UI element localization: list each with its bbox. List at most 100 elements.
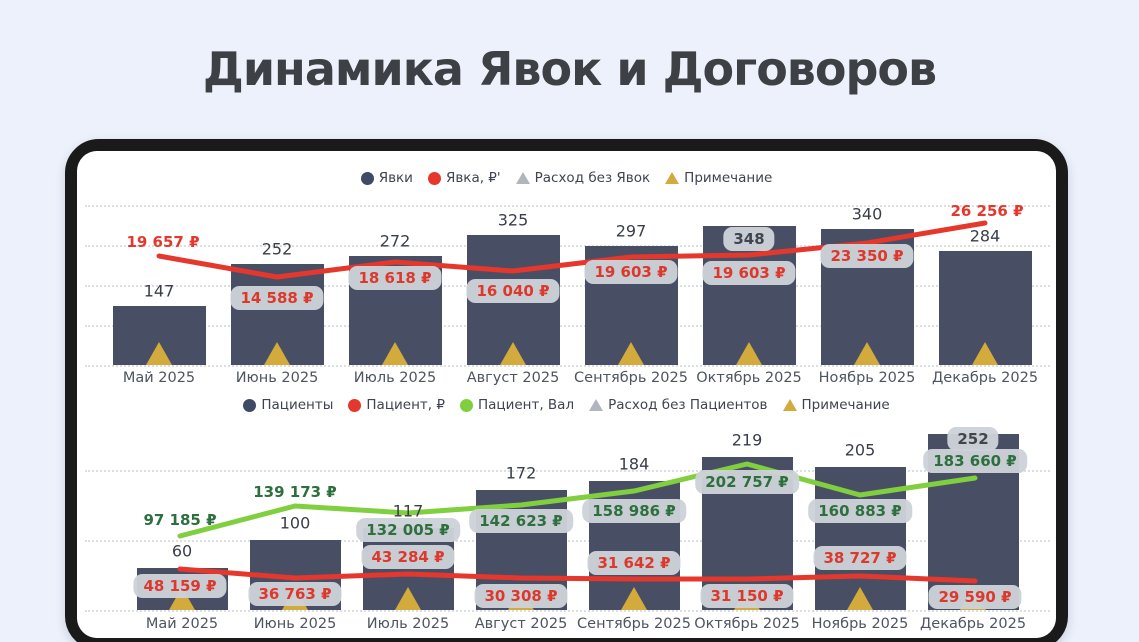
bar-value-label: 100 [279,513,311,533]
axis-label: Август 2025 [474,616,568,632]
note-triangle-icon [264,342,290,365]
legend-item-label: Явки [378,170,413,186]
legend-marker-triangle-icon [782,399,797,411]
note-triangle-icon [847,587,873,610]
axis-label: Июль 2025 [366,616,450,632]
gridline [85,205,1050,207]
chart-appearances: Явки Явка, ₽' Расход без Явок Примечание Май… [77,151,1056,638]
line-value-label: 48 159 ₽ [133,574,227,598]
bar-value-label: 325 [497,210,529,230]
legend-item: Расход без Явок [515,170,651,186]
line-value-label: 38 727 ₽ [813,546,907,570]
page-title: Динамика Явок и Договоров [202,42,937,96]
axis-label: Сентябрь 2025 [574,370,688,386]
line-value-label: 142 623 ₽ [469,509,573,533]
bar-value-label: 252 [261,239,293,259]
gridline [85,325,1050,327]
axis-label: Ноябрь 2025 [818,370,916,386]
line-value-label: 19 603 ₽ [702,261,796,285]
axis-label: Июль 2025 [353,370,437,386]
line-value-label: 19 657 ₽ [126,233,200,251]
axis-label: Октябрь 2025 [694,616,800,632]
bar-value-label: 219 [731,430,763,450]
legend-item: Пациент, ₽ [348,397,445,413]
note-triangle-icon [382,342,408,365]
gridline [85,610,1050,612]
line-value-label: 132 005 ₽ [356,518,460,542]
legend-item: Пациенты [243,397,333,413]
line-value-label: 43 284 ₽ [361,545,455,569]
line-value-label: 160 883 ₽ [808,499,912,523]
line-value-label: 139 173 ₽ [253,483,337,501]
line-value-label: 16 040 ₽ [466,279,560,303]
chart-patients: Пациенты Пациент, ₽ Пациент, Вал Расход без… [77,151,1056,638]
series-lines [177,461,978,584]
line-value-label: 14 588 ₽ [230,286,324,310]
legend-marker-circle-icon [243,398,257,412]
legend-marker-circle-icon [348,398,362,412]
legend-item: Пациент, Вал [459,397,575,413]
legend-marker-circle-icon [360,171,374,185]
axis-label: Июнь 2025 [235,370,319,386]
line-value-label: 19 603 ₽ [584,260,678,284]
legend-item: Примечание [665,170,772,186]
legend-item-label: Примечание [801,397,890,413]
legend-marker-triangle-icon [665,172,680,184]
line-value-label: 202 757 ₽ [695,470,799,494]
bar-value-label: 205 [844,440,876,459]
bar-value-label: 297 [615,221,647,241]
axis-label: Ноябрь 2025 [811,616,909,632]
chart-legend: Пациенты Пациент, ₽ Пациент, Вал Расход без… [77,397,1056,413]
bar-value-label: 284 [969,226,1001,246]
legend-marker-triangle-icon [589,399,604,411]
line-value-label: 31 642 ₽ [587,551,681,575]
note-triangle-icon [146,342,172,365]
axis-label: Декабрь 2025 [931,370,1039,386]
axis-label: Август 2025 [466,370,560,386]
axis-label: Декабрь 2025 [919,616,1027,632]
legend-marker-circle-icon [427,171,441,185]
axis-label: Май 2025 [122,370,196,386]
note-triangle-icon [618,342,644,365]
legend-marker-circle-icon [459,398,473,412]
legend-item-label: Пациент, Вал [477,397,575,413]
legend-item-label: Пациент, ₽ [366,397,445,413]
line-value-label: 18 618 ₽ [348,266,442,290]
axis-label: Июнь 2025 [253,616,337,632]
chart-card: Явки Явка, ₽' Расход без Явок Примечание Май… [77,151,1056,638]
chart-legend: Явки Явка, ₽' Расход без Явок Примечание [77,170,1056,186]
bar-value-label: 252 [947,427,999,451]
legend-item-label: Явка, ₽' [445,170,501,186]
axis-label: Сентябрь 2025 [577,616,691,632]
legend-item: Явки [360,170,413,186]
axis-label: Октябрь 2025 [696,370,802,386]
line-value-label: 26 256 ₽ [950,202,1024,220]
bar-value-label: 184 [618,454,650,474]
legend-item: Расход без Пациентов [589,397,768,413]
line-value-label: 31 150 ₽ [700,584,794,608]
legend-item: Примечание [782,397,890,413]
legend-item: Явка, ₽' [427,170,501,186]
note-triangle-icon [736,342,762,365]
legend-item-label: Расход без Пациентов [608,397,768,413]
bar-value-label: 172 [505,463,537,483]
bar-value-label: 340 [851,204,883,224]
line-value-label: 97 185 ₽ [143,511,217,529]
note-triangle-icon [500,342,526,365]
note-triangle-icon [972,342,998,365]
legend-item-label: Расход без Явок [534,170,651,186]
bar-value-label: 60 [171,541,193,561]
gridline [85,365,1050,367]
axis-label: Май 2025 [145,616,219,632]
note-triangle-icon [621,587,647,610]
bar-value-label: 348 [723,227,775,251]
bar-value-label: 147 [143,281,175,301]
legend-item-label: Пациенты [261,397,334,413]
line-value-label: 23 350 ₽ [820,244,914,268]
line-value-label: 183 660 ₽ [923,449,1027,473]
line-value-label: 29 590 ₽ [928,585,1022,609]
line-value-label: 158 986 ₽ [582,499,686,523]
line-value-label: 30 308 ₽ [474,584,568,608]
gridline [85,285,1050,287]
legend-marker-triangle-icon [515,172,530,184]
